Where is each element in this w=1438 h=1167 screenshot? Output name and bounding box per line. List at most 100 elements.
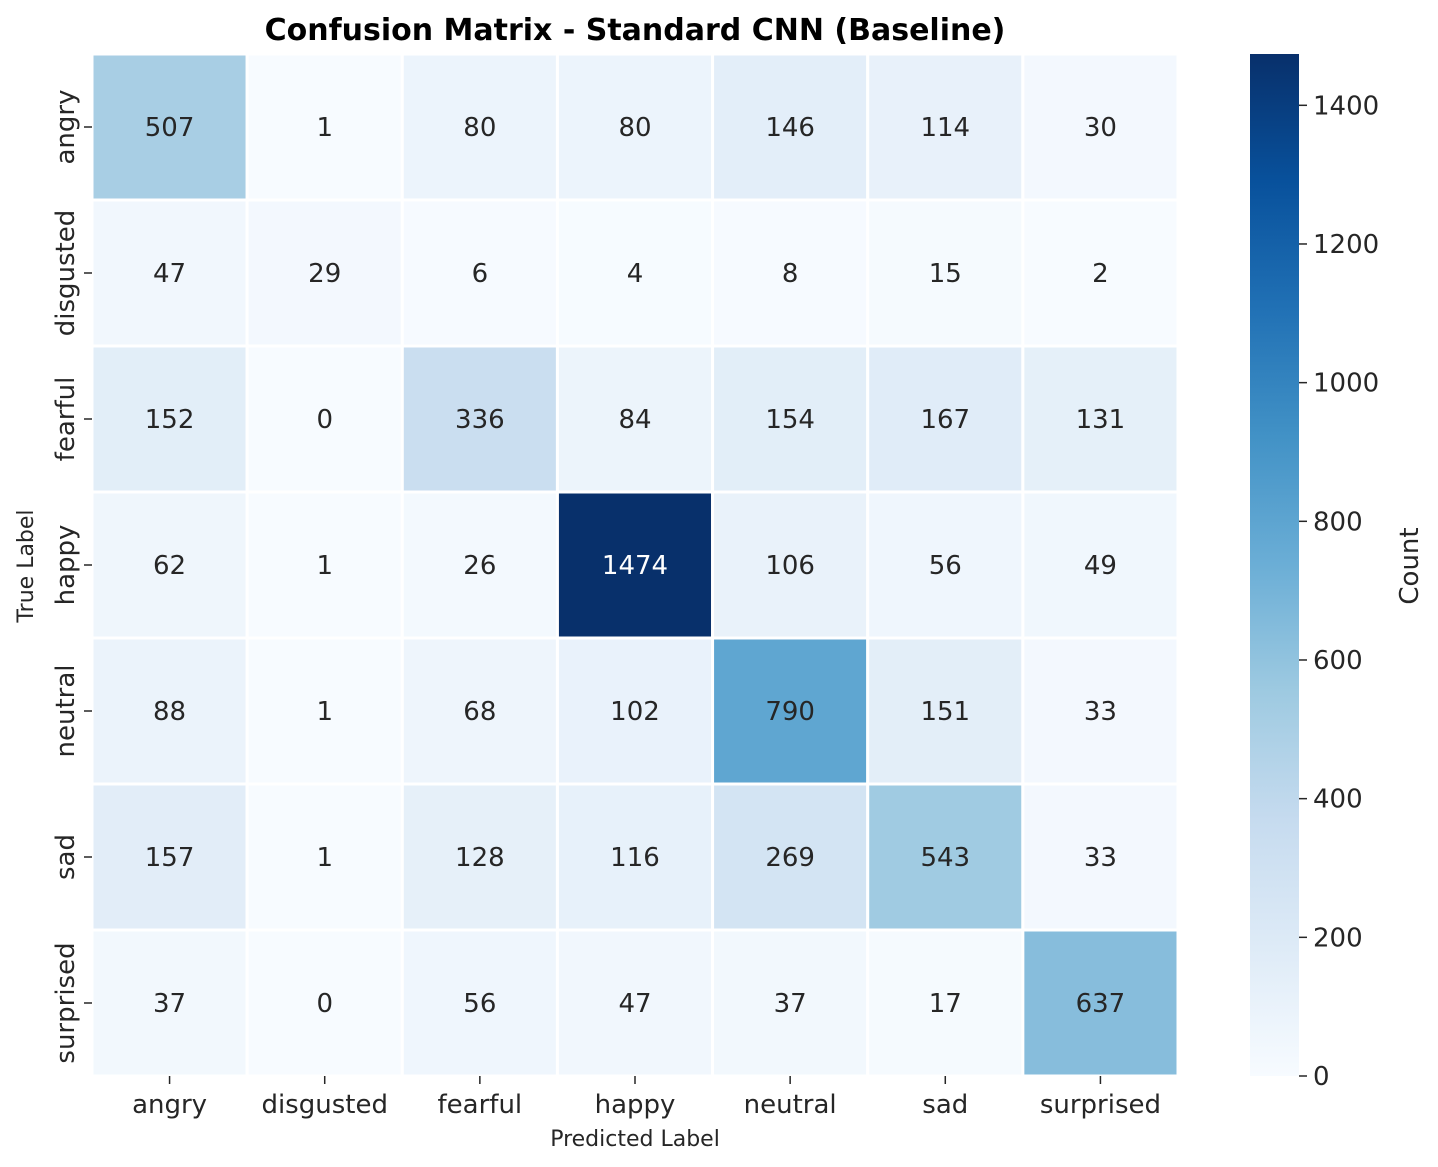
x-tick-label: fearful xyxy=(438,1090,523,1120)
heatmap-cell xyxy=(90,52,249,202)
cell-value-label: 56 xyxy=(463,989,496,1019)
cell-value-label: 47 xyxy=(618,989,651,1019)
colorbar-tick-label: 1000 xyxy=(1313,369,1379,399)
heatmap-cell xyxy=(866,344,1025,494)
cell-value-label: 146 xyxy=(765,113,815,143)
cell-value-label: 80 xyxy=(618,113,651,143)
cell-value-label: 33 xyxy=(1084,697,1117,727)
cell-value-label: 49 xyxy=(1084,551,1117,581)
x-tick-label: disgusted xyxy=(261,1090,388,1120)
colorbar-tick-label: 400 xyxy=(1313,785,1363,815)
cell-value-label: 1 xyxy=(316,843,333,873)
cell-value-label: 507 xyxy=(145,113,195,143)
cell-value-label: 128 xyxy=(455,843,505,873)
y-tick-label: sad xyxy=(51,834,81,880)
heatmap-cell xyxy=(245,782,404,932)
cell-value-label: 26 xyxy=(463,551,496,581)
chart-title: Confusion Matrix - Standard CNN (Baselin… xyxy=(265,13,1006,48)
cell-value-label: 2 xyxy=(1092,259,1109,289)
cell-value-label: 56 xyxy=(929,551,962,581)
heatmap-cell xyxy=(555,928,715,1078)
heatmap-cell xyxy=(245,490,404,640)
cell-value-label: 1 xyxy=(316,113,333,143)
cell-value-label: 8 xyxy=(782,259,799,289)
cell-value-label: 131 xyxy=(1076,405,1126,435)
cell-value-label: 0 xyxy=(316,405,333,435)
x-tick-label: neutral xyxy=(744,1090,837,1120)
heatmap-cell xyxy=(711,782,870,932)
cell-value-label: 62 xyxy=(153,551,186,581)
x-tick-label: happy xyxy=(595,1090,676,1120)
cell-value-label: 80 xyxy=(463,113,496,143)
heatmap-cell xyxy=(866,490,1025,640)
heatmap-cell xyxy=(400,344,559,494)
y-tick-label: surprised xyxy=(51,942,81,1063)
cell-value-label: 47 xyxy=(153,259,186,289)
cell-value-label: 88 xyxy=(153,697,186,727)
heatmap-cell xyxy=(866,928,1025,1078)
y-axis-label: True Label xyxy=(14,509,39,623)
cell-value-label: 102 xyxy=(610,697,660,727)
y-axis-ticks: angry disgusted fearful happy neutral sad surp… xyxy=(51,90,92,1064)
cell-value-label: 114 xyxy=(920,113,970,143)
colorbar-label: Count xyxy=(1395,527,1425,604)
x-tick-label: surprised xyxy=(1040,1090,1161,1120)
heatmap-cell xyxy=(1021,928,1180,1078)
y-tick-label: neutral xyxy=(51,665,81,758)
heatmap-cell xyxy=(400,198,559,348)
heatmap-cell xyxy=(90,928,249,1078)
colorbar-tick-label: 1200 xyxy=(1313,230,1379,260)
cell-value-label: 15 xyxy=(929,259,962,289)
heatmap-cell xyxy=(866,52,1025,202)
cell-value-label: 84 xyxy=(618,405,651,435)
cell-value-label: 790 xyxy=(765,697,815,727)
heatmap-cell xyxy=(1021,782,1180,932)
cell-value-label: 4 xyxy=(627,259,644,289)
x-axis-ticks: angry disgusted fearful happy neutral sad surp… xyxy=(132,1076,1161,1120)
cell-value-label: 1 xyxy=(316,697,333,727)
heatmap-cell xyxy=(555,344,715,494)
cell-value-label: 6 xyxy=(472,259,489,289)
heatmap-cell xyxy=(400,52,559,202)
heatmap-cell xyxy=(400,928,559,1078)
heatmap-cell xyxy=(555,782,715,932)
cell-value-label: 0 xyxy=(316,989,333,1019)
cell-value-label: 152 xyxy=(145,405,195,435)
heatmap-cell xyxy=(711,344,870,494)
cell-value-label: 1474 xyxy=(602,551,668,581)
heatmap-cell xyxy=(90,782,249,932)
heatmap-cell xyxy=(245,52,404,202)
x-tick-label: sad xyxy=(922,1090,968,1120)
cell-value-label: 106 xyxy=(765,551,815,581)
cell-value-label: 116 xyxy=(610,843,660,873)
cell-value-label: 29 xyxy=(308,259,341,289)
cell-value-label: 543 xyxy=(920,843,970,873)
x-axis-label: Predicted Label xyxy=(550,1127,720,1152)
cell-value-label: 17 xyxy=(929,989,962,1019)
y-tick-label: happy xyxy=(51,525,81,606)
colorbar-ticks: 0 200 400 600 800 1000 1200 1400 xyxy=(1299,91,1379,1092)
cell-value-label: 1 xyxy=(316,551,333,581)
cell-value-label: 336 xyxy=(455,405,505,435)
colorbar-tick-label: 600 xyxy=(1313,646,1363,676)
cell-value-label: 167 xyxy=(920,405,970,435)
cell-value-label: 269 xyxy=(765,843,815,873)
heatmap-cell xyxy=(1021,344,1180,494)
y-tick-label: disgusted xyxy=(51,210,81,337)
cell-value-label: 37 xyxy=(774,989,807,1019)
cell-value-label: 151 xyxy=(920,697,970,727)
heatmap-cell xyxy=(1021,490,1180,640)
colorbar xyxy=(1250,54,1299,1076)
colorbar-tick-label: 0 xyxy=(1313,1062,1330,1092)
cell-value-label: 157 xyxy=(145,843,195,873)
y-tick-label: fearful xyxy=(51,377,81,462)
heatmap-cell xyxy=(90,490,249,640)
heatmap-cell xyxy=(245,344,404,494)
cell-value-label: 68 xyxy=(463,697,496,727)
heatmap-cell xyxy=(90,636,249,786)
cell-value-label: 37 xyxy=(153,989,186,1019)
cell-value-label: 154 xyxy=(765,405,815,435)
cell-value-label: 637 xyxy=(1076,989,1126,1019)
